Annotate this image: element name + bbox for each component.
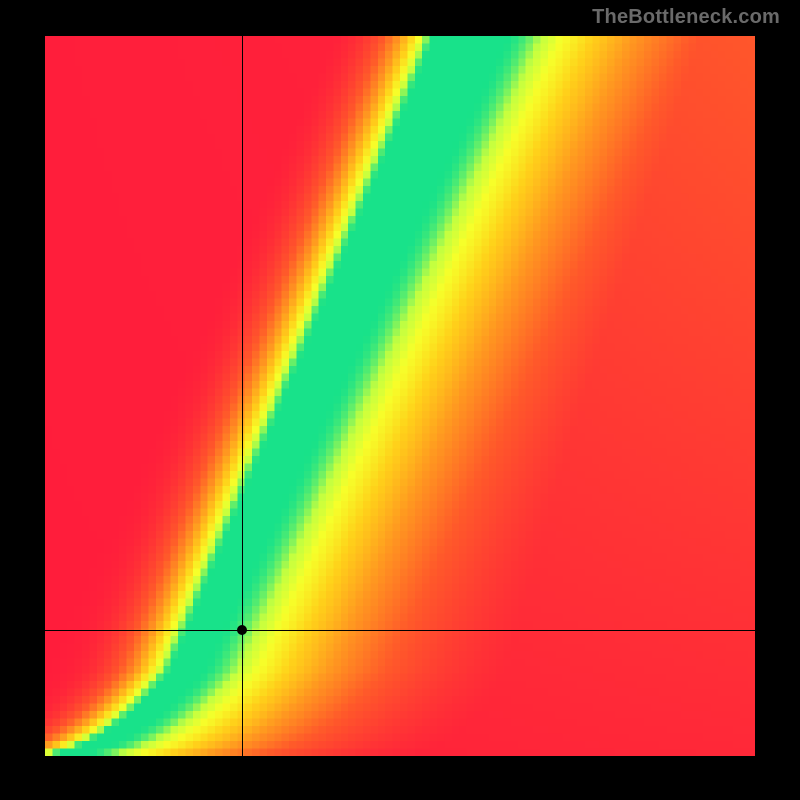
crosshair-marker [237, 625, 247, 635]
crosshair-horizontal [45, 630, 755, 631]
heatmap-canvas [45, 36, 755, 756]
plot-area [45, 36, 755, 756]
crosshair-vertical [242, 36, 243, 756]
chart-container: TheBottleneck.com [0, 0, 800, 800]
attribution-text: TheBottleneck.com [592, 6, 780, 29]
